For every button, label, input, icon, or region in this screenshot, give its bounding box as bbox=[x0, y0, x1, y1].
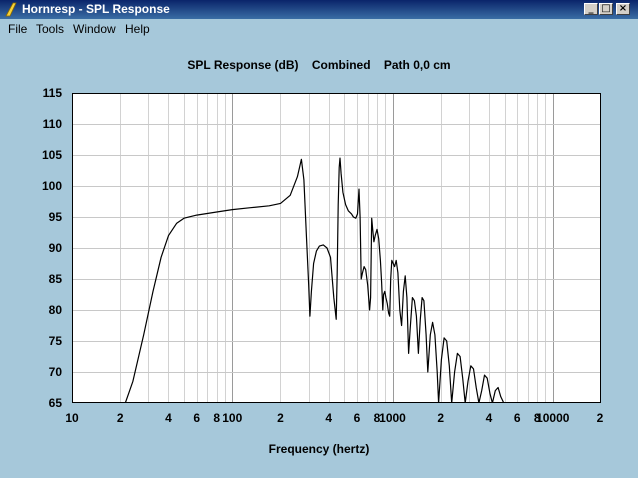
x-tick-label: 4 bbox=[485, 411, 493, 425]
y-tick-label: 80 bbox=[48, 303, 62, 317]
window-title: Hornresp - SPL Response bbox=[22, 2, 170, 16]
x-tick-label: 2 bbox=[277, 411, 284, 425]
x-tick-label: 6 bbox=[353, 411, 361, 425]
x-tick-label: 10000 bbox=[536, 411, 570, 425]
maximize-button[interactable]: □ bbox=[599, 3, 613, 15]
minimize-button[interactable]: _ bbox=[584, 3, 598, 15]
x-tick-label: 100 bbox=[222, 411, 243, 425]
x-tick-label: 10 bbox=[65, 411, 79, 425]
y-tick-label: 115 bbox=[42, 86, 62, 100]
y-tick-label: 90 bbox=[48, 241, 62, 255]
y-tick-label: 70 bbox=[48, 365, 62, 379]
spl-response-line bbox=[124, 157, 505, 403]
y-tick-label: 95 bbox=[48, 210, 62, 224]
plot-border bbox=[72, 93, 601, 403]
x-tick-label: 1000 bbox=[379, 411, 406, 425]
hornresp-logo-icon bbox=[3, 2, 19, 17]
spl-response-plot bbox=[72, 93, 601, 403]
menu-bar: File Tools Window Help bbox=[0, 19, 638, 39]
x-tick-label: 2 bbox=[116, 411, 124, 425]
menu-window[interactable]: Window bbox=[73, 22, 116, 36]
close-button[interactable]: × bbox=[616, 3, 630, 15]
y-tick-label: 65 bbox=[48, 396, 62, 410]
menu-file[interactable]: File bbox=[8, 22, 28, 36]
y-tick-label: 100 bbox=[41, 179, 62, 193]
x-tick-label: 4 bbox=[325, 411, 333, 425]
x-tick-label: 6 bbox=[513, 411, 521, 425]
x-tick-label: 8 bbox=[533, 411, 541, 425]
y-tick-label: 105 bbox=[41, 148, 62, 162]
y-tick-label: 85 bbox=[48, 272, 62, 286]
x-tick-label: 2 bbox=[437, 411, 445, 425]
y-tick-label: 110 bbox=[42, 117, 62, 131]
chart-title: SPL Response (dB) Combined Path 0,0 cm bbox=[187, 58, 451, 72]
x-tick-label: 4 bbox=[165, 411, 172, 425]
x-tick-label: 6 bbox=[193, 411, 201, 425]
x-axis-label: Frequency (hertz) bbox=[268, 442, 370, 456]
y-tick-label: 75 bbox=[48, 334, 62, 348]
x-tick-label: 2 bbox=[596, 411, 604, 425]
menu-help[interactable]: Help bbox=[125, 22, 150, 36]
menu-tools[interactable]: Tools bbox=[36, 22, 65, 36]
x-tick-label: 8 bbox=[213, 411, 221, 425]
x-tick-label: 8 bbox=[373, 411, 381, 425]
title-bar[interactable]: Hornresp - SPL Response _ □ × bbox=[0, 0, 638, 19]
